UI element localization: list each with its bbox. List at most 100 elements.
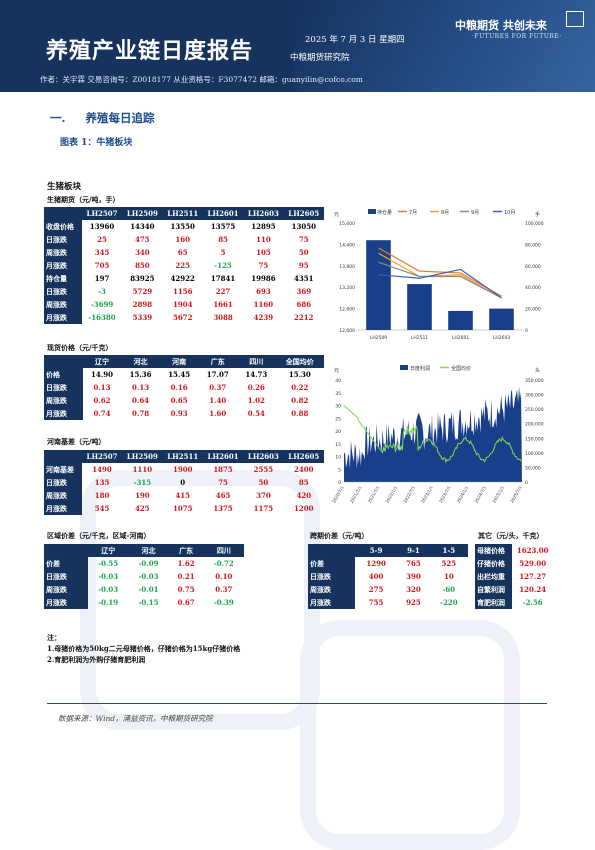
company-logo-text: 中粮期货 共创未来	[455, 19, 547, 32]
table-header-row: 辽宁 河北 广东 四川	[44, 544, 244, 557]
table-row: 月涨跌 -0.19 -0.15 0.67 -0.39	[44, 596, 244, 609]
row-label: 周涨跌	[308, 583, 356, 596]
table-cell: 12895	[251, 222, 276, 231]
table-cell: 180	[94, 491, 110, 500]
table-cell: 1110	[132, 465, 153, 474]
column-header: LH2605	[283, 450, 324, 463]
y-tick-label: 50,000	[525, 465, 541, 471]
table-cell: 0	[180, 478, 186, 487]
column-header: 全国均价	[275, 355, 324, 368]
table-cell: 525	[441, 559, 457, 568]
table-cell: 275	[368, 585, 384, 594]
table-cell: 75	[218, 478, 228, 487]
column-header: LH2509	[122, 207, 163, 220]
table-cell: -0.03	[98, 572, 119, 581]
report-header: 养殖产业链日度报告 2025 年 7 月 3 日 星期四 中粮期货研究院 中粮期…	[0, 0, 595, 92]
table-cell: 85	[298, 478, 309, 487]
bar-LH2509	[366, 240, 391, 330]
chart-legend: 日度利润 全国均价	[400, 365, 471, 372]
table-cell: 75	[298, 235, 309, 244]
table-cell: 5729	[132, 287, 153, 296]
column-header: 四川	[237, 355, 276, 368]
table-row: 周涨跌 -0.03 -0.01 0.75 0.37	[44, 583, 244, 596]
table-cell: 320	[406, 585, 421, 594]
y-tick-label: 14,400	[339, 242, 355, 248]
row-label: 周涨跌	[44, 489, 82, 502]
report-date: 2025 年 7 月 3 日 星期四	[305, 35, 405, 45]
table-cell: 2400	[294, 465, 314, 474]
table-cell: 340	[135, 248, 150, 257]
table-row: 月涨跌 705 850 225 -125 75 95	[44, 259, 324, 272]
spread-table-title: 跨期价差（元/吨）	[310, 531, 369, 540]
y-tick-label: 0	[338, 480, 341, 486]
table-cell: 127.27	[519, 572, 547, 581]
futures-table: LH2507 LH2509 LH2511 LH2601 LH2603 LH2605 收盘价格…	[44, 207, 324, 324]
table-cell: 120.24	[519, 585, 547, 594]
notes: 注： 1.母猪价格为50kg二元母猪价格，仔猪价格为15kg仔猪价格 2.育肥利…	[47, 632, 240, 665]
column-header	[308, 544, 356, 557]
table-cell: 390	[406, 572, 421, 581]
row-label: 日涨跌	[44, 381, 83, 394]
table-row: 日涨跌 -3 5729 1156 227 693 369	[44, 285, 324, 298]
y-tick-label: 0	[525, 328, 528, 334]
table-cell: 925	[406, 598, 421, 607]
column-header: 9-1	[397, 544, 430, 557]
table-row: 价格 14.90 15.36 15.45 17.07 14.73 15.30	[44, 368, 324, 381]
column-header: LH2511	[162, 450, 203, 463]
table-cell: 1875	[213, 465, 233, 474]
table-row: 育肥利润 -2.56	[475, 596, 553, 609]
note-line: 2.育肥利润为外购仔猪育肥利润	[47, 655, 146, 664]
spot-price-table: 辽宁 河北 河南 广东 四川 全国均价 价格 14.90 15.36 15.45 17.07 14.7…	[44, 355, 324, 420]
column-header: 5-9	[355, 544, 398, 557]
table-row: 周涨跌 275 320 -60	[308, 583, 468, 596]
table-cell: 0.16	[170, 383, 188, 392]
regional-spread-table: 辽宁 河北 广东 四川 价差 -0.55 -0.09 1.62 -0.72 日涨跌 -0.03 -0.…	[44, 544, 244, 609]
row-label: 周涨跌	[44, 394, 83, 407]
table-cell: 705	[94, 261, 110, 270]
table-row: 周涨跌 180 190 415 465 370 420	[44, 489, 324, 502]
table-cell: 0.13	[93, 383, 111, 392]
column-header: 广东	[168, 544, 204, 557]
table-cell: -0.39	[213, 598, 234, 607]
table-cell: -3699	[90, 300, 114, 309]
x-tick-label: LH2511	[411, 335, 428, 341]
column-header: 河南	[159, 355, 199, 368]
table-row: 持仓量 197 83925 42922 17841 19986 4351	[44, 272, 324, 285]
table-header-row: 5-9 9-1 1-5	[308, 544, 468, 557]
table-cell: 1156	[172, 287, 193, 296]
table-header-row: LH2507 LH2509 LH2511 LH2601 LH2603 LH2605	[44, 450, 324, 463]
y-tick-label: 200,000	[525, 422, 544, 428]
table-row: 月涨跌 755 925 -220	[308, 596, 468, 609]
table-cell: 0.54	[247, 409, 265, 418]
x-tick-label: LH2601	[452, 335, 469, 341]
right-axis-unit-label: 手	[535, 211, 540, 218]
table-cell: 0.65	[170, 396, 188, 405]
y-tick-label: 300,000	[525, 393, 544, 399]
report-institute: 中粮期货研究院	[290, 53, 350, 63]
row-label: 母猪价格	[475, 544, 513, 557]
y-tick-label: 25	[335, 416, 341, 422]
table-cell: 5	[220, 248, 226, 257]
row-label: 出栏均重	[475, 570, 513, 583]
legend-swatch	[368, 209, 376, 214]
y-tick-label: 150,000	[525, 436, 544, 442]
table-cell: -0.55	[98, 559, 119, 568]
table-row: 月涨跌 -16380 5339 5672 3088 4239 2212	[44, 311, 324, 324]
section-title: 一. 养殖每日追踪	[50, 110, 155, 126]
table-cell: 1623.00	[516, 546, 549, 555]
table-cell: 14.90	[91, 370, 113, 379]
column-header: LH2507	[81, 450, 123, 463]
spot-table-title: 现货价格（元/千克）	[47, 343, 113, 352]
column-header: LH2509	[122, 450, 163, 463]
table-cell: 160	[175, 235, 191, 244]
column-header: 四川	[203, 544, 244, 557]
row-label: 价格	[44, 368, 83, 381]
table-cell: 0.10	[215, 572, 233, 581]
table-cell: 545	[94, 504, 110, 513]
table-row: 日涨跌 -0.03 -0.03 0.21 0.10	[44, 570, 244, 583]
y-tick-label: 0	[525, 480, 528, 486]
table-row: 日涨跌 25 475 160 85 110 75	[44, 233, 324, 246]
table-cell: -0.72	[213, 559, 234, 568]
table-row: 出栏均重 127.27	[475, 570, 553, 583]
note-line: 1.母猪价格为50kg二元母猪价格，仔猪价格为15kg仔猪价格	[47, 644, 241, 653]
